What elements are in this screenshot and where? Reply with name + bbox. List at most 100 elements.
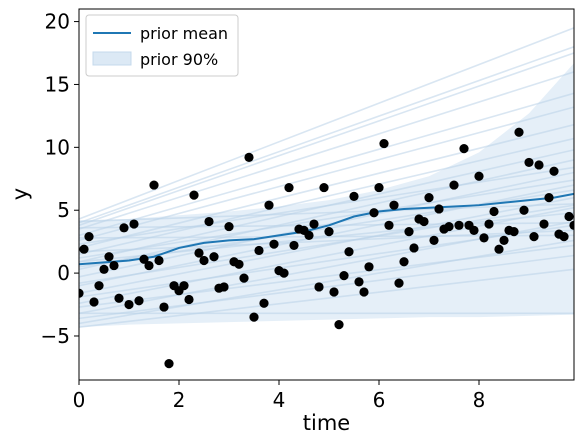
observation-point [529,232,539,242]
observation-point [364,262,374,272]
prior-mean-line [79,192,574,266]
observation-point [279,268,289,278]
y-tick-label: 20 [45,10,70,34]
prior-sample-line [79,159,574,271]
observation-point [104,252,114,262]
observation-point [79,288,84,298]
observation-point [564,211,574,222]
observation-point [224,221,234,232]
observation-point [89,297,99,307]
observation-point [129,219,139,229]
prior-sample-line [79,71,574,230]
observation-point [314,282,324,292]
observation-point [514,127,524,137]
observation-point [434,204,444,214]
observation-point [539,219,549,229]
observation-point [424,193,434,203]
observation-point [134,296,144,306]
observation-point [559,232,569,242]
y-tick-label: 0 [57,261,70,285]
prior-sample-line [79,137,574,256]
observation-point [209,252,219,262]
observation-point [159,302,169,312]
observation-point [234,259,244,269]
observation-point [84,232,94,242]
observation-point [334,320,344,330]
observation-point [149,180,159,190]
x-tick-label: 6 [373,388,386,412]
observation-point [474,171,484,181]
observation-point [354,277,364,287]
observation-point [324,227,334,237]
observation-point [249,312,259,322]
observation-point [239,273,249,283]
x-tick-label: 2 [173,388,186,412]
observation-point [269,239,279,249]
observation-point [389,200,399,210]
observation-point [139,254,149,264]
prior-sample-line [79,229,574,253]
observation-point [524,157,534,168]
legend: prior mean prior 90% [85,14,239,77]
x-tick-label: 4 [273,388,286,412]
y-tick-label: 15 [45,72,70,96]
observation-point [319,182,329,193]
observation-point [109,260,119,271]
observation-point [479,233,489,243]
observation-point [429,235,439,245]
observation-point [124,299,134,310]
observation-point [399,257,409,267]
y-axis: −5 0 5 10 15 20 [41,10,79,348]
legend-band-label: prior 90% [140,50,218,69]
observation-point [114,293,124,303]
observation-point [349,191,359,201]
observation-point [519,205,529,215]
observation-point [534,160,544,170]
observation-point [289,240,299,251]
observation-point [204,216,214,227]
observation-point [194,248,204,258]
observation-point [304,230,314,240]
observation-point [79,244,89,254]
observation-point [254,245,264,256]
observation-point [144,260,154,271]
observation-point [379,138,389,149]
prior-mean-layer [79,192,574,266]
observation-point [164,359,174,369]
observation-point [459,144,469,154]
observation-point [449,180,459,190]
y-tick-label: −5 [41,324,70,348]
observation-point [509,227,519,237]
observation-point [119,223,129,233]
observation-point [309,219,319,229]
observation-point [94,281,104,291]
observation-point [544,193,554,203]
observation-point [369,208,379,218]
y-tick-label: 5 [57,198,70,222]
prior-sample-line [79,52,574,227]
observation-point [344,247,354,257]
prior-sample-line [79,166,574,245]
y-tick-label: 10 [45,135,70,159]
prior-sample-line [79,92,574,237]
observation-point [454,220,464,230]
observation-point [444,221,454,232]
observation-point [244,152,254,162]
observation-point [264,200,274,210]
prior-sample-line [79,27,574,220]
observation-point [329,287,339,297]
prior-sample-line [79,244,574,308]
observation-point [484,219,494,229]
observation-point [189,190,199,200]
observation-point [404,227,414,237]
observation-point [219,282,229,292]
observation-point [284,182,294,193]
legend-band-swatch [92,51,132,66]
observation-point [469,225,479,235]
x-axis: 0 2 4 6 8 [73,380,485,412]
prior-sample-line [79,45,574,224]
observation-point [99,264,109,274]
prior-sample-line [79,179,574,259]
